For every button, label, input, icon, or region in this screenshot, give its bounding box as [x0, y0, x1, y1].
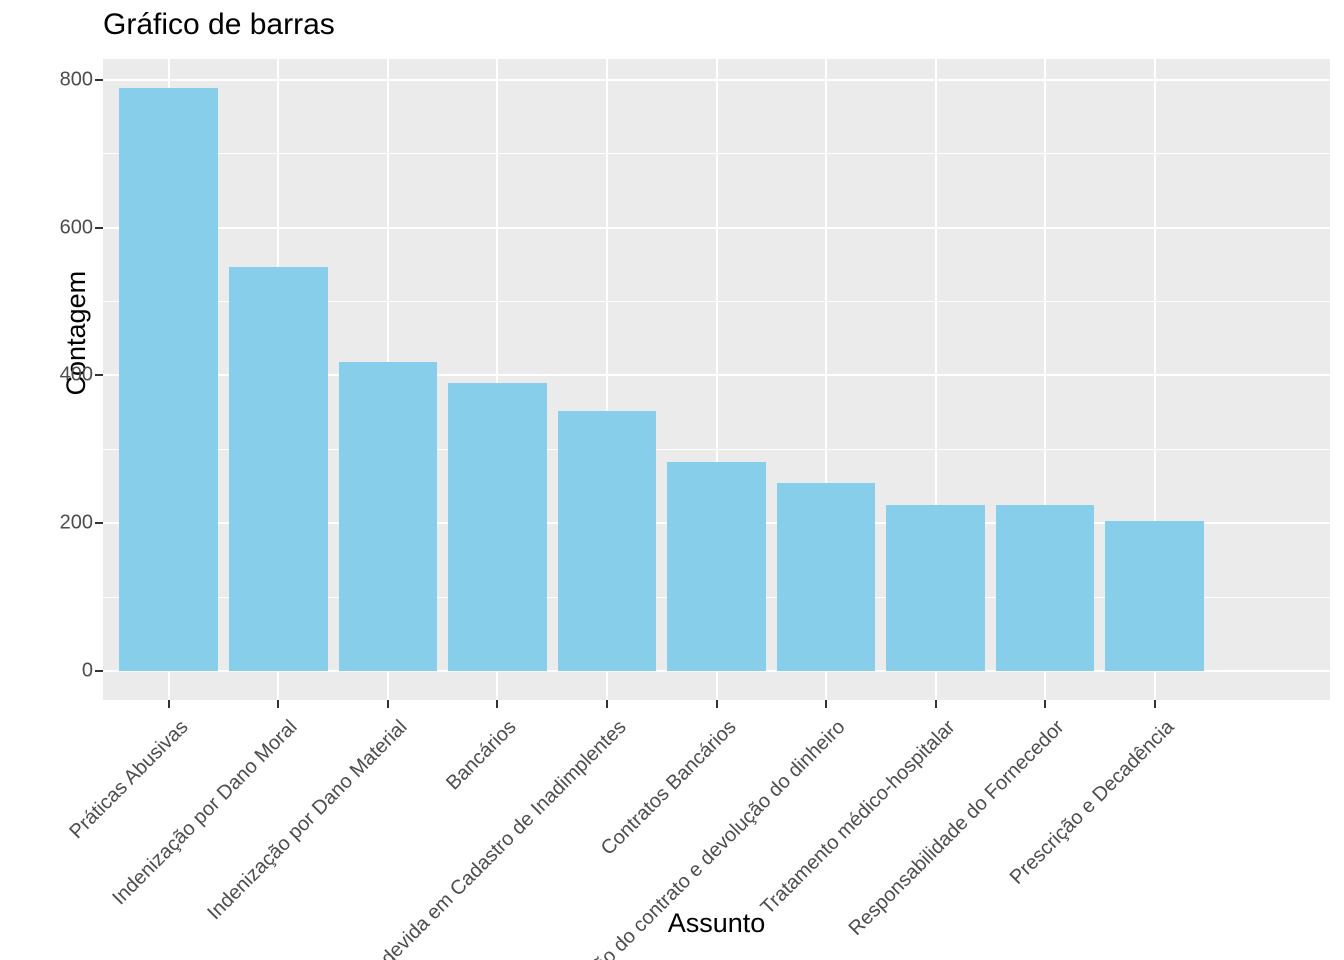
- x-tick-mark: [496, 700, 499, 708]
- gridline-major: [103, 374, 1330, 377]
- x-tick-mark: [934, 700, 937, 708]
- gridline-minor: [103, 153, 1330, 155]
- x-tick-mark: [1153, 700, 1156, 708]
- y-tick-label: 400: [59, 363, 93, 386]
- bar: [886, 504, 985, 671]
- gridline-minor: [103, 301, 1330, 303]
- bar: [338, 362, 438, 671]
- x-axis-title: Assunto: [667, 908, 766, 938]
- bar: [557, 410, 657, 671]
- bar: [776, 483, 876, 671]
- y-tick-label: 200: [59, 511, 93, 534]
- bar: [995, 504, 1095, 671]
- gridline-vertical: [605, 59, 608, 700]
- x-tick-label: Indenização por Dano Material: [203, 716, 412, 925]
- x-tick-mark: [715, 700, 718, 708]
- gridline-vertical: [825, 59, 828, 700]
- y-tick-mark: [95, 226, 103, 229]
- bar: [448, 382, 547, 671]
- gridline-vertical: [496, 59, 499, 700]
- bar: [228, 266, 328, 671]
- y-tick-label: 600: [59, 216, 93, 239]
- y-tick-label: 800: [59, 68, 93, 91]
- x-tick-mark: [605, 700, 608, 708]
- gridline-vertical: [715, 59, 718, 700]
- bar: [667, 461, 766, 671]
- bar: [1105, 520, 1204, 671]
- gridline-minor: [103, 448, 1330, 450]
- plot-panel: [103, 59, 1330, 700]
- x-tick-mark: [277, 700, 280, 708]
- gridline-vertical: [1153, 59, 1156, 700]
- x-tick-label: Bancários: [442, 716, 521, 795]
- x-tick-label: Tratamento médico-hospitalar: [756, 716, 960, 919]
- x-tick-label: Indenização por Dano Moral: [108, 716, 302, 910]
- y-tick-mark: [95, 374, 103, 377]
- gridline-major: [103, 669, 1330, 672]
- gridline-major: [103, 79, 1330, 81]
- chart-title: Gráfico de barras: [103, 8, 335, 41]
- y-tick-label: 0: [81, 659, 93, 682]
- y-tick-mark: [95, 669, 103, 672]
- gridline-vertical: [1044, 59, 1047, 700]
- y-tick-mark: [95, 79, 103, 81]
- y-tick-mark: [95, 522, 103, 525]
- x-tick-mark: [1044, 700, 1047, 708]
- gridline-major: [103, 226, 1330, 229]
- x-tick-label: Responsabilidade do Fornecedor: [844, 716, 1069, 940]
- gridline-vertical: [934, 59, 937, 700]
- x-tick-mark: [167, 700, 170, 708]
- x-tick-label: Práticas Abusivas: [65, 716, 193, 844]
- x-tick-mark: [825, 700, 828, 708]
- x-tick-mark: [386, 700, 389, 708]
- bar: [119, 88, 219, 671]
